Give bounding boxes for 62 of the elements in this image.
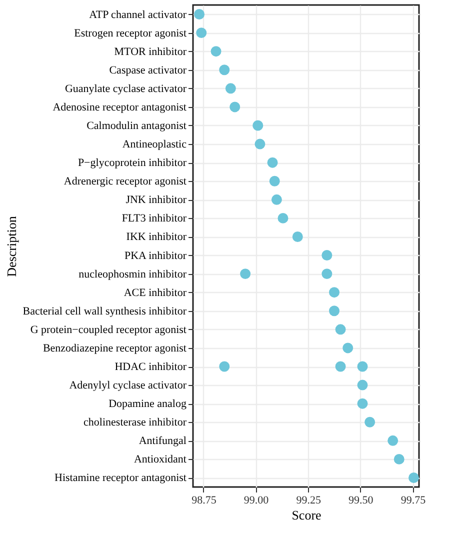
- y-tick-label: cholinesterase inhibitor: [84, 416, 187, 429]
- point: [335, 324, 346, 335]
- y-tick-label: HDAC inhibitor: [114, 361, 187, 373]
- point: [329, 287, 340, 298]
- point: [225, 83, 236, 94]
- y-tick-label: Estrogen receptor agonist: [74, 27, 186, 40]
- point: [329, 306, 340, 316]
- y-tick-label: Benzodiazepine receptor agonist: [42, 342, 186, 354]
- point: [364, 416, 376, 428]
- point: [357, 361, 368, 372]
- point: [271, 194, 282, 205]
- point: [322, 268, 332, 280]
- y-tick-label: P−glycoprotein inhibitor: [78, 157, 187, 170]
- x-tick-label: 99.75: [400, 494, 426, 506]
- x-tick-label: 99.25: [296, 494, 322, 506]
- point: [292, 231, 303, 242]
- x-tick-label: 99.00: [244, 494, 270, 506]
- y-tick-label: MTOR inhibitor: [114, 46, 187, 58]
- y-tick-label: Adenosine receptor antagonist: [52, 101, 186, 114]
- y-tick-label: Antineoplastic: [122, 138, 187, 151]
- point: [342, 342, 354, 354]
- point: [252, 120, 264, 131]
- point: [408, 472, 420, 483]
- point: [388, 435, 398, 446]
- y-tick-label: Antioxidant: [134, 454, 186, 466]
- y-tick-label: ACE inhibitor: [124, 286, 187, 299]
- point: [335, 361, 346, 372]
- point: [194, 9, 205, 20]
- point: [240, 268, 251, 280]
- point: [267, 157, 278, 168]
- point: [357, 380, 368, 390]
- y-tick-label: FLT3 inhibitor: [122, 212, 187, 225]
- point: [394, 454, 404, 464]
- y-tick-label: nucleophosmin inhibitor: [78, 268, 187, 280]
- y-tick-label: G protein−coupled receptor agonist: [30, 324, 186, 336]
- point: [254, 138, 266, 150]
- x-tick-label: 99.50: [348, 494, 374, 506]
- point: [230, 102, 240, 112]
- y-tick-label: Guanylate cyclase activator: [64, 82, 187, 95]
- point: [322, 250, 332, 261]
- point: [196, 28, 207, 38]
- x-tick-label: 98.75: [192, 494, 217, 506]
- y-tick-label: Calmodulin antagonist: [86, 120, 186, 132]
- point: [357, 398, 368, 409]
- x-axis-title: Score: [292, 508, 322, 522]
- y-tick-label: Antifungal: [138, 435, 186, 448]
- y-tick-label: IKK inhibitor: [126, 231, 187, 244]
- y-tick-label: Caspase activator: [109, 64, 187, 76]
- y-tick-label: Dopamine analog: [108, 398, 187, 410]
- point: [269, 176, 280, 186]
- y-tick-label: Histamine receptor antagonist: [54, 472, 186, 484]
- y-tick-label: PKA inhibitor: [124, 250, 187, 262]
- point: [278, 212, 288, 224]
- point: [219, 64, 230, 76]
- point: [219, 361, 230, 372]
- y-axis-title: Description: [4, 216, 19, 277]
- y-tick-label: JNK inhibitor: [126, 194, 187, 206]
- y-tick-label: ATP channel activator: [89, 8, 187, 21]
- point: [210, 46, 222, 57]
- y-tick-label: Adrenergic receptor agonist: [64, 176, 186, 188]
- y-tick-label: Adenylyl cyclase activator: [69, 380, 187, 392]
- y-tick-label: Bacterial cell wall synthesis inhibitor: [22, 305, 187, 318]
